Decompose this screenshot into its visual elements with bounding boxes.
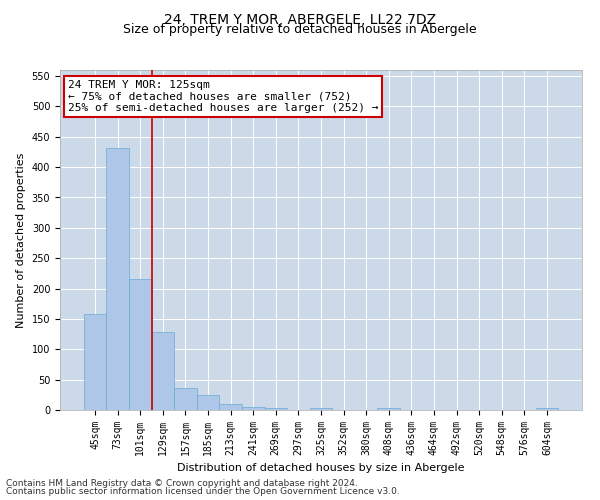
Text: 24, TREM Y MOR, ABERGELE, LL22 7DZ: 24, TREM Y MOR, ABERGELE, LL22 7DZ [164, 12, 436, 26]
Bar [197, 395, 220, 410]
X-axis label: Distribution of detached houses by size in Abergele: Distribution of detached houses by size … [177, 464, 465, 473]
Bar [152, 332, 174, 410]
Text: Size of property relative to detached houses in Abergele: Size of property relative to detached ho… [123, 22, 477, 36]
Bar [106, 148, 129, 410]
Bar [242, 407, 265, 410]
Text: 24 TREM Y MOR: 125sqm
← 75% of detached houses are smaller (752)
25% of semi-det: 24 TREM Y MOR: 125sqm ← 75% of detached … [68, 80, 379, 114]
Bar [536, 408, 558, 410]
Bar [220, 404, 242, 410]
Bar [84, 314, 106, 410]
Bar [377, 408, 400, 410]
Bar [129, 280, 152, 410]
Text: Contains HM Land Registry data © Crown copyright and database right 2024.: Contains HM Land Registry data © Crown c… [6, 478, 358, 488]
Bar [310, 408, 332, 410]
Text: Contains public sector information licensed under the Open Government Licence v3: Contains public sector information licen… [6, 487, 400, 496]
Bar [265, 408, 287, 410]
Bar [174, 388, 197, 410]
Y-axis label: Number of detached properties: Number of detached properties [16, 152, 26, 328]
